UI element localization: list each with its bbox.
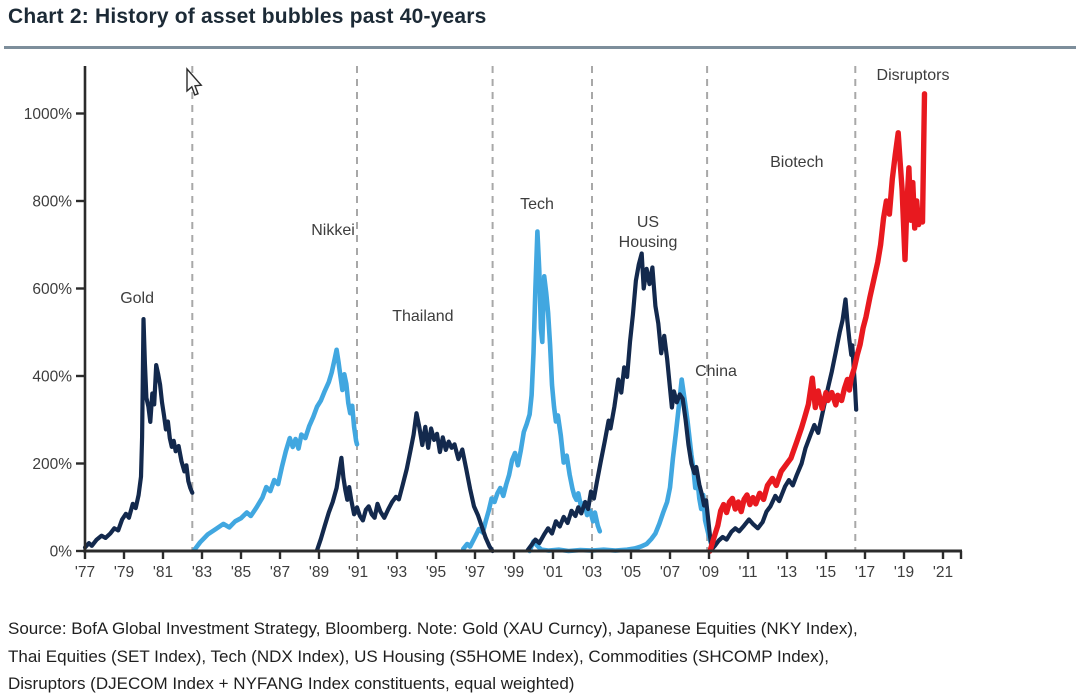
x-tick-label-2007: '07 xyxy=(660,564,680,581)
x-tick-label-2021: '21 xyxy=(933,564,953,581)
x-tick-label-1979: '79 xyxy=(114,564,134,581)
y-tick-label-200: 200% xyxy=(32,456,72,473)
label-tech: Tech xyxy=(520,196,554,213)
title-underline xyxy=(4,46,1076,49)
series-tech-line xyxy=(461,229,603,552)
chart-title: Chart 2: History of asset bubbles past 4… xyxy=(8,5,487,28)
x-tick-label-1995: '95 xyxy=(426,564,446,581)
label-disruptors: Disruptors xyxy=(877,67,950,84)
x-tick-label-2015: '15 xyxy=(816,564,836,581)
series-us-housing-line xyxy=(525,251,714,553)
series-gold-line xyxy=(82,317,195,550)
label-nikkei: Nikkei xyxy=(311,222,355,239)
x-tick-label-2003: '03 xyxy=(582,564,602,581)
x-tick-label-2013: '13 xyxy=(777,564,797,581)
mouse-cursor xyxy=(186,67,203,96)
x-tick-label-2001: '01 xyxy=(543,564,563,581)
source-note: Source: BofA Global Investment Strategy,… xyxy=(8,615,1068,697)
label-biotech: Biotech xyxy=(770,154,823,171)
x-tick-label-1993: '93 xyxy=(387,564,407,581)
x-tick-label-2017: '17 xyxy=(855,564,875,581)
x-tick-label-1989: '89 xyxy=(309,564,329,581)
y-tick-label-600: 600% xyxy=(32,281,72,298)
asset-bubbles-chart: '77 '79 '81 '83 '85 '87 '89 '91 '93 '95 '97 '99 '01 '… xyxy=(24,66,963,581)
source-note-line-1: Source: BofA Global Investment Strategy,… xyxy=(8,619,858,638)
y-tick-label-1000: 1000% xyxy=(24,106,72,123)
series-disruptors-line xyxy=(707,91,928,554)
label-china: China xyxy=(695,363,737,380)
x-tick-label-1981: '81 xyxy=(153,564,173,581)
label-gold: Gold xyxy=(120,290,154,307)
label-thailand: Thailand xyxy=(392,308,453,325)
y-tick-label-0: 0% xyxy=(50,544,73,561)
series-nikkei-line xyxy=(191,347,360,553)
x-tick-label-1983: '83 xyxy=(192,564,212,581)
source-note-line-3: Disruptors (DJECOM Index + NYFANG Index … xyxy=(8,674,575,693)
series-biotech-line xyxy=(708,297,859,553)
y-tick-label-800: 800% xyxy=(32,194,72,211)
series-thailand-line xyxy=(315,411,495,554)
x-tick-label-1997: '97 xyxy=(465,564,485,581)
x-tick-label-1985: '85 xyxy=(231,564,251,581)
x-tick-label-2009: '09 xyxy=(699,564,719,581)
x-tick-label-1987: '87 xyxy=(270,564,290,581)
x-tick-label-1977: '77 xyxy=(75,564,95,581)
x-tick-label-1991: '91 xyxy=(348,564,368,581)
y-tick-label-400: 400% xyxy=(32,369,72,386)
label-us-housing: US Housing xyxy=(619,214,678,251)
source-note-line-2: Thai Equities (SET Index), Tech (NDX Ind… xyxy=(8,646,830,666)
x-tick-label-2019: '19 xyxy=(894,564,914,581)
x-tick-label-2005: '05 xyxy=(621,564,641,581)
x-tick-label-1999: '99 xyxy=(504,564,524,581)
x-tick-label-2011: '11 xyxy=(738,564,757,581)
